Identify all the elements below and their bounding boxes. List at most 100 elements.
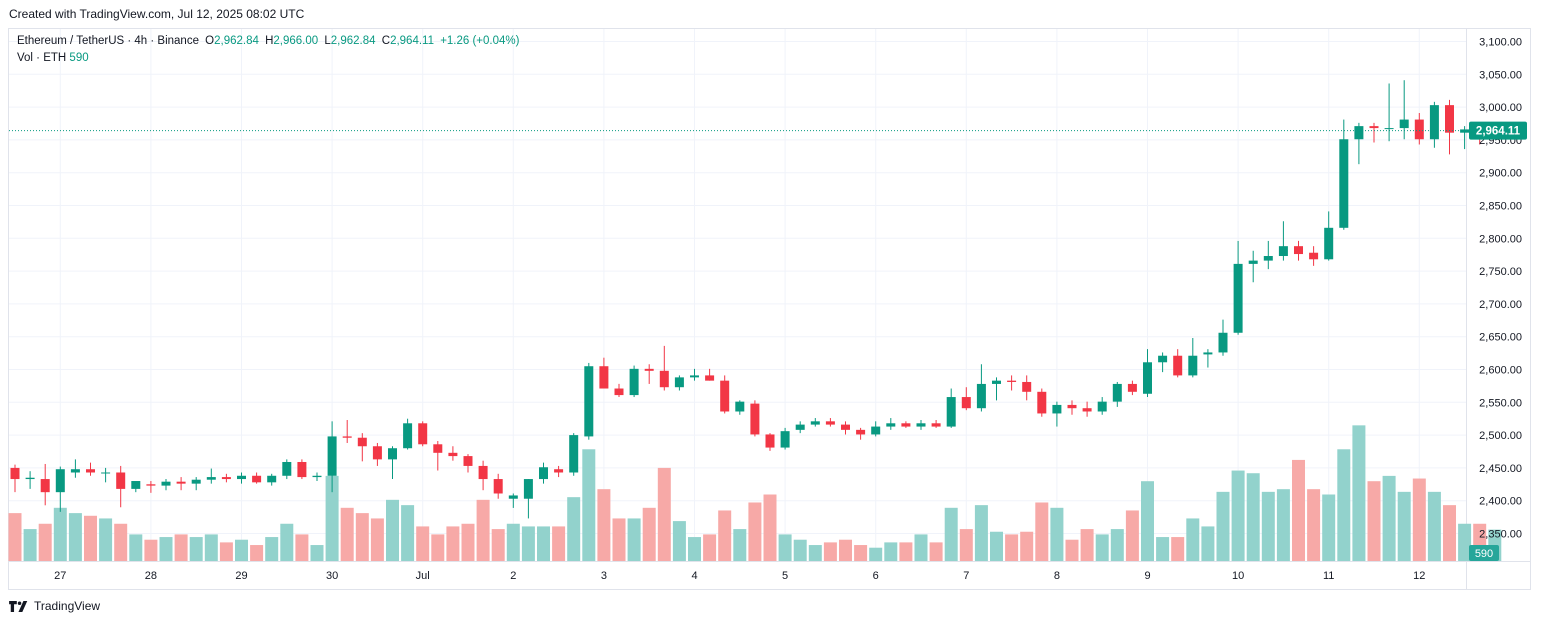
tradingview-logo-icon[interactable] bbox=[9, 600, 29, 612]
time-tick-label: 12 bbox=[1413, 570, 1425, 582]
candle bbox=[539, 462, 548, 484]
volume-bar bbox=[1156, 537, 1170, 561]
volume-bar bbox=[1276, 489, 1290, 561]
time-tick-label: 7 bbox=[963, 570, 969, 582]
candle bbox=[1248, 250, 1258, 283]
candle bbox=[901, 421, 911, 428]
candle bbox=[403, 418, 413, 450]
volume-bar bbox=[310, 545, 324, 561]
candle bbox=[992, 377, 1001, 401]
candle bbox=[10, 464, 20, 493]
candle-body bbox=[931, 423, 941, 427]
candle-body bbox=[1007, 380, 1017, 382]
volume-bar bbox=[1261, 491, 1275, 561]
candle bbox=[1414, 113, 1424, 145]
candle bbox=[810, 418, 820, 427]
volume-bar bbox=[23, 529, 37, 561]
candle bbox=[1278, 221, 1288, 261]
volume-bar bbox=[1382, 475, 1396, 561]
volume-bar bbox=[567, 497, 581, 561]
candle-body bbox=[825, 421, 835, 425]
candle-body bbox=[493, 479, 503, 494]
candle-body bbox=[388, 448, 397, 460]
candle-body bbox=[206, 477, 216, 480]
candle-body bbox=[1278, 246, 1288, 257]
volume-bar bbox=[537, 526, 550, 561]
volume-bar bbox=[491, 529, 505, 561]
candle-body bbox=[871, 426, 881, 435]
candle-body bbox=[946, 397, 956, 427]
candle-body bbox=[1339, 139, 1349, 228]
candle bbox=[1429, 101, 1439, 148]
candle-body bbox=[1097, 401, 1107, 412]
candle bbox=[282, 459, 292, 480]
candle bbox=[55, 466, 65, 512]
candle-body bbox=[1369, 126, 1379, 129]
volume-bar bbox=[1337, 449, 1351, 561]
volume-bar bbox=[1141, 481, 1154, 561]
candle bbox=[1188, 338, 1198, 378]
candle-body bbox=[841, 424, 850, 430]
candle-body bbox=[252, 475, 262, 483]
candle bbox=[569, 433, 579, 476]
candle-body bbox=[131, 481, 141, 489]
candle-body bbox=[1294, 246, 1303, 255]
candle-body bbox=[1127, 383, 1137, 392]
candle-body bbox=[674, 377, 684, 388]
candle bbox=[931, 420, 941, 428]
volume-bar bbox=[219, 542, 233, 561]
time-tick-label: Jul bbox=[416, 570, 430, 582]
candle-body bbox=[418, 423, 428, 445]
candle bbox=[659, 345, 669, 391]
candle bbox=[644, 364, 654, 384]
footer-brand[interactable]: TradingView bbox=[34, 599, 101, 613]
candle bbox=[312, 472, 322, 482]
candle-body bbox=[25, 477, 35, 480]
open-label: O bbox=[205, 35, 215, 47]
time-tick-label: 28 bbox=[145, 570, 157, 582]
volume-bar bbox=[1005, 534, 1019, 561]
time-tick-label: 6 bbox=[873, 570, 879, 582]
candle bbox=[267, 473, 277, 486]
volume-bar bbox=[446, 526, 460, 561]
volume-bar bbox=[612, 518, 626, 561]
candle bbox=[116, 465, 126, 508]
candle-body bbox=[886, 423, 896, 427]
candle-body bbox=[10, 467, 20, 480]
candle-body bbox=[40, 479, 50, 493]
volume-bar bbox=[1216, 491, 1230, 561]
candle-body bbox=[146, 484, 156, 486]
symbol-title[interactable]: Ethereum / TetherUS · 4h · Binance bbox=[17, 35, 199, 47]
volume-bar bbox=[325, 475, 339, 561]
volume-label[interactable]: Vol · ETH bbox=[17, 52, 67, 64]
volume-bar bbox=[1080, 529, 1094, 561]
price-tick-label: 2,600.00 bbox=[1479, 365, 1522, 377]
volume-bar bbox=[1412, 478, 1426, 561]
candle bbox=[1294, 240, 1303, 261]
volume-bar bbox=[929, 542, 943, 561]
volume-bar bbox=[355, 513, 369, 561]
time-tick-label: 29 bbox=[235, 570, 247, 582]
candle-body bbox=[1248, 260, 1258, 264]
candle-body bbox=[720, 380, 730, 412]
volume-bar bbox=[370, 518, 384, 561]
volume-bar bbox=[582, 449, 596, 561]
candle bbox=[252, 472, 262, 484]
candle-body bbox=[237, 475, 246, 480]
candle-body bbox=[705, 375, 715, 381]
price-tick-label: 2,750.00 bbox=[1479, 266, 1522, 278]
low-label: L bbox=[324, 35, 331, 47]
candle bbox=[388, 446, 397, 480]
candle bbox=[191, 477, 201, 491]
volume-bar bbox=[1443, 505, 1456, 561]
candle bbox=[1082, 401, 1092, 417]
volume-bar bbox=[808, 545, 822, 561]
candle bbox=[448, 446, 458, 461]
candle-body bbox=[1158, 355, 1168, 363]
candle bbox=[825, 418, 835, 427]
candle bbox=[372, 442, 382, 466]
candle bbox=[599, 357, 609, 389]
time-tick-label: 9 bbox=[1144, 570, 1150, 582]
candle-body bbox=[1067, 404, 1077, 409]
